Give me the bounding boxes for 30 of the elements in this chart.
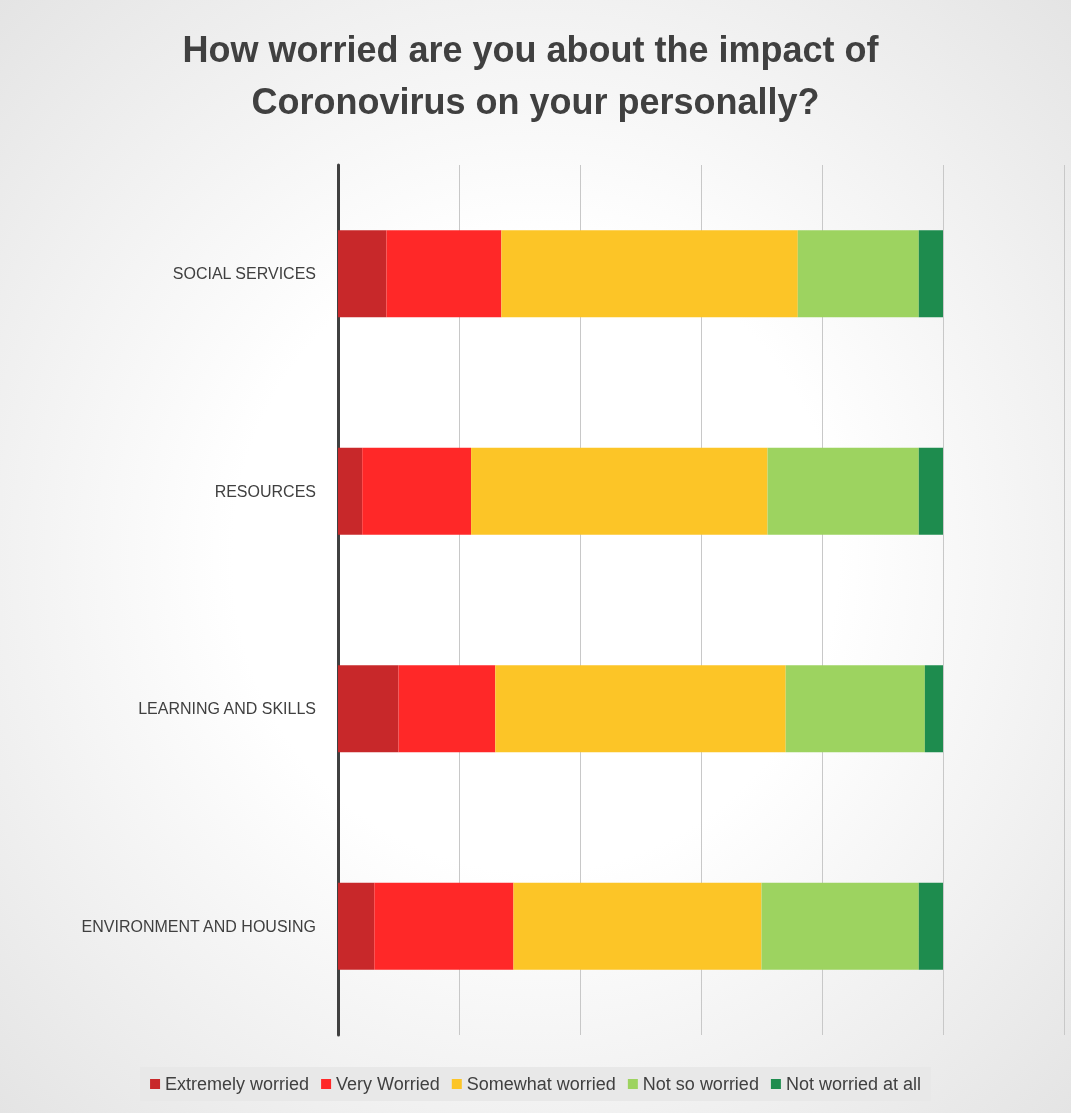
chart-title: How worried are you about the impact of Coronovirus on your personally? bbox=[182, 28, 889, 122]
bar bbox=[362, 447, 472, 535]
y-tick-label: SOCIAL SERVICES bbox=[172, 265, 316, 283]
bar bbox=[501, 230, 798, 318]
bar bbox=[338, 447, 363, 535]
bar bbox=[398, 665, 496, 753]
legend-label: Very Worried bbox=[336, 1074, 440, 1094]
legend-label: Not so worried bbox=[642, 1074, 759, 1094]
legend-label: Not worried at all bbox=[785, 1074, 921, 1094]
legend-label: Extremely worried bbox=[165, 1074, 310, 1094]
bar bbox=[918, 882, 943, 970]
bar bbox=[918, 447, 943, 535]
legend-label: Somewhat worried bbox=[466, 1074, 616, 1094]
bar bbox=[918, 230, 943, 318]
bar bbox=[471, 447, 768, 535]
bar bbox=[338, 882, 375, 970]
bar bbox=[338, 230, 387, 318]
bar bbox=[386, 230, 502, 318]
y-tick-label: ENVIRONMENT AND HOUSING bbox=[81, 917, 316, 935]
bar bbox=[513, 882, 762, 970]
bar bbox=[767, 447, 919, 535]
bar bbox=[785, 665, 925, 753]
bar bbox=[495, 665, 786, 753]
bar bbox=[374, 882, 514, 970]
bar bbox=[338, 665, 399, 753]
bar bbox=[797, 230, 919, 318]
y-tick-label: RESOURCES bbox=[214, 482, 316, 500]
bar bbox=[924, 665, 943, 753]
y-tick-label: LEARNING AND SKILLS bbox=[138, 700, 316, 718]
bar bbox=[761, 882, 919, 970]
